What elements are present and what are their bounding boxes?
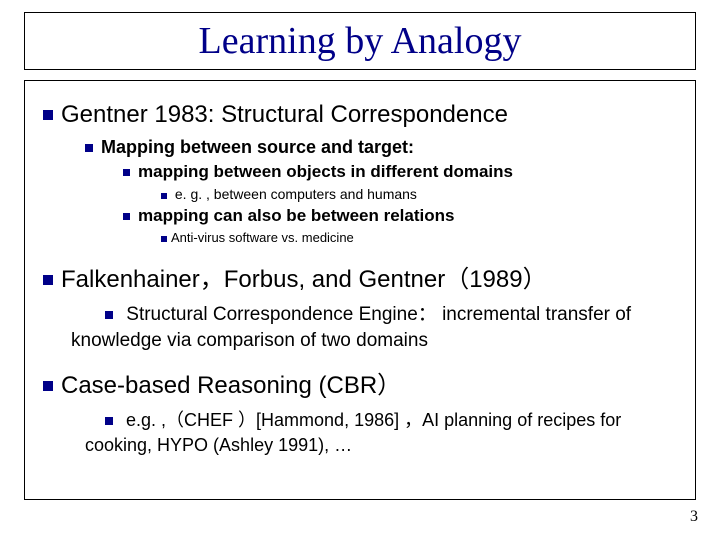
section-1-item-2-example-text: Anti-virus software vs. medicine — [171, 230, 354, 245]
section-1-item-1-example-text: e. g. , between computers and humans — [175, 186, 417, 202]
section-1-item-2-text: mapping can also be between relations — [138, 206, 454, 225]
page-number: 3 — [690, 508, 698, 526]
square-bullet-icon — [85, 144, 93, 152]
slide: Learning by Analogy Gentner 1983: Struct… — [0, 0, 720, 540]
section-1-sub-text: Mapping between source and target: — [101, 137, 414, 157]
square-bullet-icon — [161, 236, 167, 242]
title-container: Learning by Analogy — [24, 12, 696, 70]
section-1-item-2: mapping can also be between relations — [123, 206, 677, 226]
section-1-item-1-text: mapping between objects in different dom… — [138, 162, 513, 181]
slide-title: Learning by Analogy — [25, 19, 695, 63]
section-1-item-2-example: Anti-virus software vs. medicine — [161, 230, 677, 245]
section-1-text: Gentner 1983: Structural Correspondence — [61, 101, 508, 128]
section-2-text: Falkenhainer，Forbus, and Gentner（1989） — [61, 266, 547, 293]
section-1-item-1-example: e. g. , between computers and humans — [161, 186, 677, 202]
square-bullet-icon — [105, 311, 113, 319]
section-2-desc-text: Structural Correspondence Engine： increm… — [71, 304, 631, 351]
square-bullet-icon — [43, 381, 53, 391]
section-3-heading: Case-based Reasoning (CBR） — [43, 365, 677, 400]
section-1-sub: Mapping between source and target: — [85, 137, 677, 158]
square-bullet-icon — [43, 275, 53, 285]
section-2-desc: Structural Correspondence Engine： increm… — [71, 302, 677, 353]
square-bullet-icon — [105, 417, 113, 425]
section-2-heading: Falkenhainer，Forbus, and Gentner（1989） — [43, 259, 677, 294]
square-bullet-icon — [123, 213, 130, 220]
section-1-item-1: mapping between objects in different dom… — [123, 162, 677, 182]
square-bullet-icon — [123, 169, 130, 176]
section-1-heading: Gentner 1983: Structural Correspondence — [43, 101, 677, 129]
section-3-desc: e.g. ,（CHEF ）[Hammond, 1986] ，AI plannin… — [85, 408, 677, 457]
square-bullet-icon — [43, 110, 53, 120]
square-bullet-icon — [161, 193, 167, 199]
section-3-text: Case-based Reasoning (CBR） — [61, 372, 401, 399]
body-container: Gentner 1983: Structural Correspondence … — [24, 80, 696, 500]
section-3-desc-text: e.g. ,（CHEF ）[Hammond, 1986] ，AI plannin… — [85, 410, 621, 454]
